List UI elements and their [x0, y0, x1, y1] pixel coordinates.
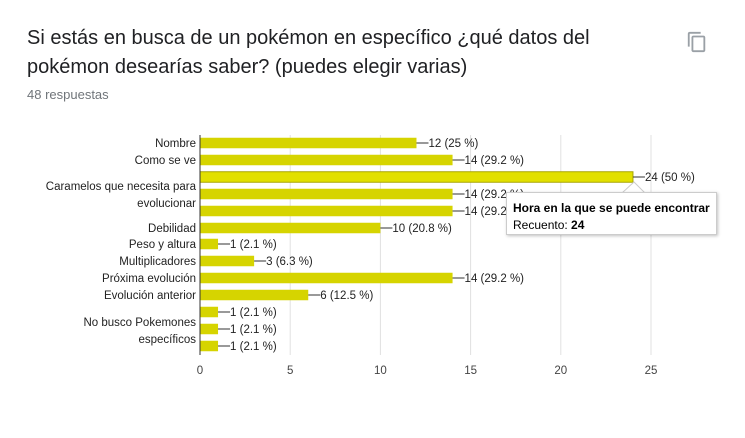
bar [200, 238, 219, 250]
category-label: Caramelos que necesita para [46, 181, 197, 193]
category-label: Debilidad [148, 223, 196, 235]
value-label: 10 (20.8 %) [392, 223, 452, 235]
value-label: 12 (25 %) [428, 138, 478, 150]
bar [199, 171, 634, 183]
tooltip-count-value: 24 [571, 218, 585, 232]
x-tick-label: 20 [554, 365, 567, 377]
bar [200, 205, 453, 217]
bar [200, 289, 309, 301]
x-tick-label: 15 [464, 365, 477, 377]
category-label: específicos [138, 334, 196, 346]
tooltip-title: Hora en la que se puede encontrar [513, 201, 710, 215]
value-label: 1 (2.1 %) [230, 307, 277, 319]
bar [200, 323, 219, 335]
value-label: 14 (29.2 %) [465, 155, 525, 167]
category-label: Peso y altura [129, 239, 197, 251]
value-label: 1 (2.1 %) [230, 341, 277, 353]
bar [200, 222, 381, 234]
x-tick-label: 25 [645, 365, 658, 377]
bar-tooltip: Hora en la que se puede encontrar Recuen… [506, 192, 717, 235]
bar [200, 272, 453, 284]
value-label: 14 (29.2 %) [465, 273, 525, 285]
value-label: 6 (12.5 %) [320, 290, 373, 302]
category-label: Próxima evolución [102, 273, 196, 285]
category-label: No busco Pokemones [83, 317, 196, 329]
x-tick-label: 10 [374, 365, 387, 377]
bar [200, 255, 255, 267]
category-label: Nombre [155, 138, 196, 150]
tooltip-count: Recuento: 24 [513, 218, 716, 233]
category-label: Multiplicadores [119, 256, 196, 268]
value-label: 24 (50 %) [645, 172, 695, 184]
question-title: Si estás en busca de un pokémon en espec… [27, 27, 590, 78]
value-label: 1 (2.1 %) [230, 239, 277, 251]
bar [200, 154, 453, 166]
bar [200, 306, 219, 318]
tooltip-count-label: Recuento: [513, 218, 568, 232]
x-tick-label: 0 [197, 365, 203, 377]
bar [200, 137, 417, 149]
x-tick-label: 5 [287, 365, 293, 377]
value-label: 1 (2.1 %) [230, 324, 277, 336]
value-label: 3 (6.3 %) [266, 256, 313, 268]
category-label: Evolución anterior [104, 290, 196, 302]
response-count: 48 respuestas [27, 87, 109, 102]
category-label: evolucionar [137, 198, 196, 210]
category-label: Como se ve [135, 155, 196, 167]
bar [200, 340, 219, 352]
bar [200, 188, 453, 200]
copy-icon[interactable] [686, 31, 708, 53]
